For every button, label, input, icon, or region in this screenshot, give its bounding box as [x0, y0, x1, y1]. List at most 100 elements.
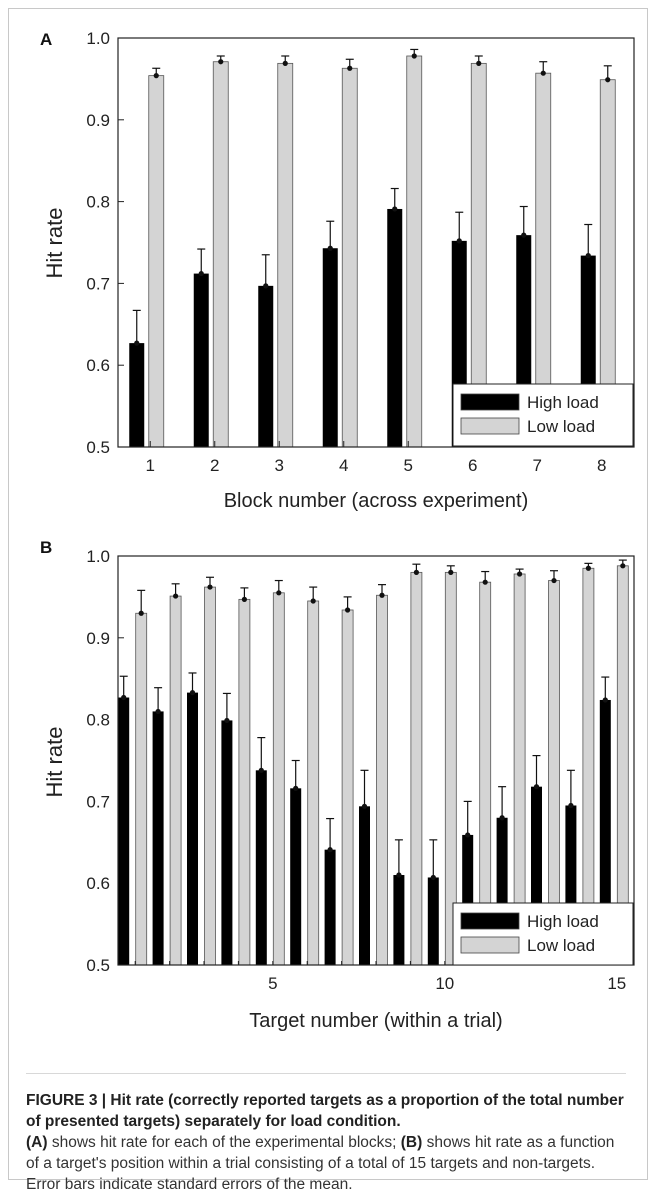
mean-marker	[568, 802, 574, 809]
y-tick-label: 0.7	[86, 274, 110, 293]
high-load-bar	[322, 248, 338, 447]
low-load-bar	[341, 67, 358, 448]
high-load-bar	[359, 806, 370, 965]
y-axis-label: Hit rate	[42, 208, 67, 279]
caption-part-b-label: (B)	[400, 1134, 423, 1151]
high-load-bar	[221, 720, 233, 965]
mean-marker	[602, 697, 608, 703]
x-tick-label: 8	[597, 456, 606, 475]
legend: High load Low load	[452, 383, 634, 447]
mean-marker	[347, 65, 353, 71]
high-load-bar	[496, 817, 508, 965]
plot-area-frame	[117, 555, 635, 966]
high-load-bar	[129, 343, 145, 447]
y-tick-label: 0.8	[86, 193, 110, 212]
mean-marker	[476, 60, 482, 66]
figure-caption: FIGURE 3 | Hit rate (correctly reported …	[26, 1090, 626, 1195]
mean-marker	[189, 690, 196, 696]
x-tick-label: 2	[210, 456, 219, 475]
high-load-bar	[462, 834, 474, 965]
mean-marker	[517, 571, 523, 577]
high-load-bar	[118, 697, 130, 965]
y-tick-label: 0.7	[86, 792, 110, 811]
mean-marker	[482, 579, 488, 585]
y-tick-label: 0.6	[86, 874, 110, 893]
mean-marker	[533, 784, 540, 790]
high-load-bar	[152, 711, 164, 965]
high-load-bar	[387, 208, 403, 447]
mean-marker	[620, 563, 626, 569]
mean-marker	[585, 565, 592, 571]
low-load-bar	[238, 598, 251, 966]
caption-heading: FIGURE 3 | Hit rate (correctly reported …	[26, 1092, 624, 1130]
y-tick-label: 1.0	[86, 29, 110, 48]
low-load-bar	[212, 61, 229, 448]
mean-marker	[540, 70, 546, 76]
low-load-legend-swatch	[460, 936, 520, 954]
legend-label: Low load	[527, 417, 595, 436]
low-load-bar	[376, 594, 388, 966]
low-load-bar	[410, 571, 423, 966]
high-load-bar	[193, 273, 209, 447]
y-tick-label: 0.5	[86, 956, 110, 975]
figure-chart-area: A Hit rate 0.5 0.6 0.7 0.8 0.9 1.0 1 2 3 4 5 6 7 8 Block…	[40, 29, 635, 1032]
mean-marker	[207, 584, 213, 590]
mean-marker	[327, 245, 333, 251]
high-load-bar	[393, 875, 405, 965]
x-tick-label: 7	[533, 456, 542, 475]
caption-divider	[26, 1073, 626, 1074]
plot-area-frame	[117, 37, 635, 448]
x-tick-label: 1	[146, 456, 155, 475]
mean-marker	[153, 73, 159, 79]
x-axis-label: Block number (across experiment)	[224, 490, 529, 512]
high-load-bar	[255, 770, 267, 965]
caption-part-a-text: shows hit rate for each of the experimen…	[47, 1134, 401, 1151]
y-tick-label: 0.9	[86, 629, 110, 648]
high-load-legend-swatch	[460, 912, 520, 930]
y-tick-label: 0.8	[86, 711, 110, 730]
mean-marker	[411, 53, 417, 59]
low-load-bar	[204, 586, 216, 966]
mean-marker	[218, 59, 224, 65]
panel-letter: A	[40, 30, 52, 49]
caption-part-a-label: (A)	[26, 1134, 48, 1151]
mean-marker	[430, 874, 436, 881]
x-tick-label: 5	[404, 456, 413, 475]
mean-marker	[327, 847, 333, 853]
y-tick-label: 0.5	[86, 438, 110, 457]
mean-marker	[345, 607, 351, 613]
mean-marker	[448, 569, 454, 575]
y-tick-label: 0.6	[86, 356, 110, 375]
x-tick-label: 6	[468, 456, 477, 475]
mean-marker	[361, 803, 368, 809]
mean-marker	[413, 569, 419, 575]
x-tick-label: 3	[275, 456, 284, 475]
panel-letter: B	[40, 538, 52, 557]
mean-marker	[276, 590, 282, 596]
mean-marker	[379, 592, 385, 598]
mean-marker	[134, 340, 140, 346]
y-tick-label: 0.9	[86, 111, 110, 130]
mean-marker	[310, 598, 316, 604]
low-load-bar	[307, 600, 320, 966]
high-load-bar	[290, 788, 302, 965]
y-tick-label: 1.0	[86, 547, 110, 566]
y-axis-label: Hit rate	[42, 727, 67, 798]
high-load-bar	[531, 786, 542, 965]
x-axis-label: Target number (within a trial)	[249, 1010, 502, 1032]
low-load-bar	[406, 55, 423, 448]
mean-marker	[263, 283, 269, 289]
mean-marker	[241, 596, 247, 602]
mean-marker	[585, 252, 591, 259]
high-load-bar	[599, 699, 611, 965]
mean-marker	[551, 577, 557, 584]
high-load-bar	[324, 849, 336, 965]
mean-marker	[465, 832, 471, 838]
x-tick-label: 5	[268, 974, 277, 993]
mean-marker	[282, 60, 288, 66]
low-load-bar	[148, 75, 165, 448]
mean-marker	[224, 717, 230, 724]
high-load-legend-swatch	[460, 393, 520, 411]
low-load-legend-swatch	[460, 417, 520, 435]
legend-label: High load	[527, 393, 599, 412]
